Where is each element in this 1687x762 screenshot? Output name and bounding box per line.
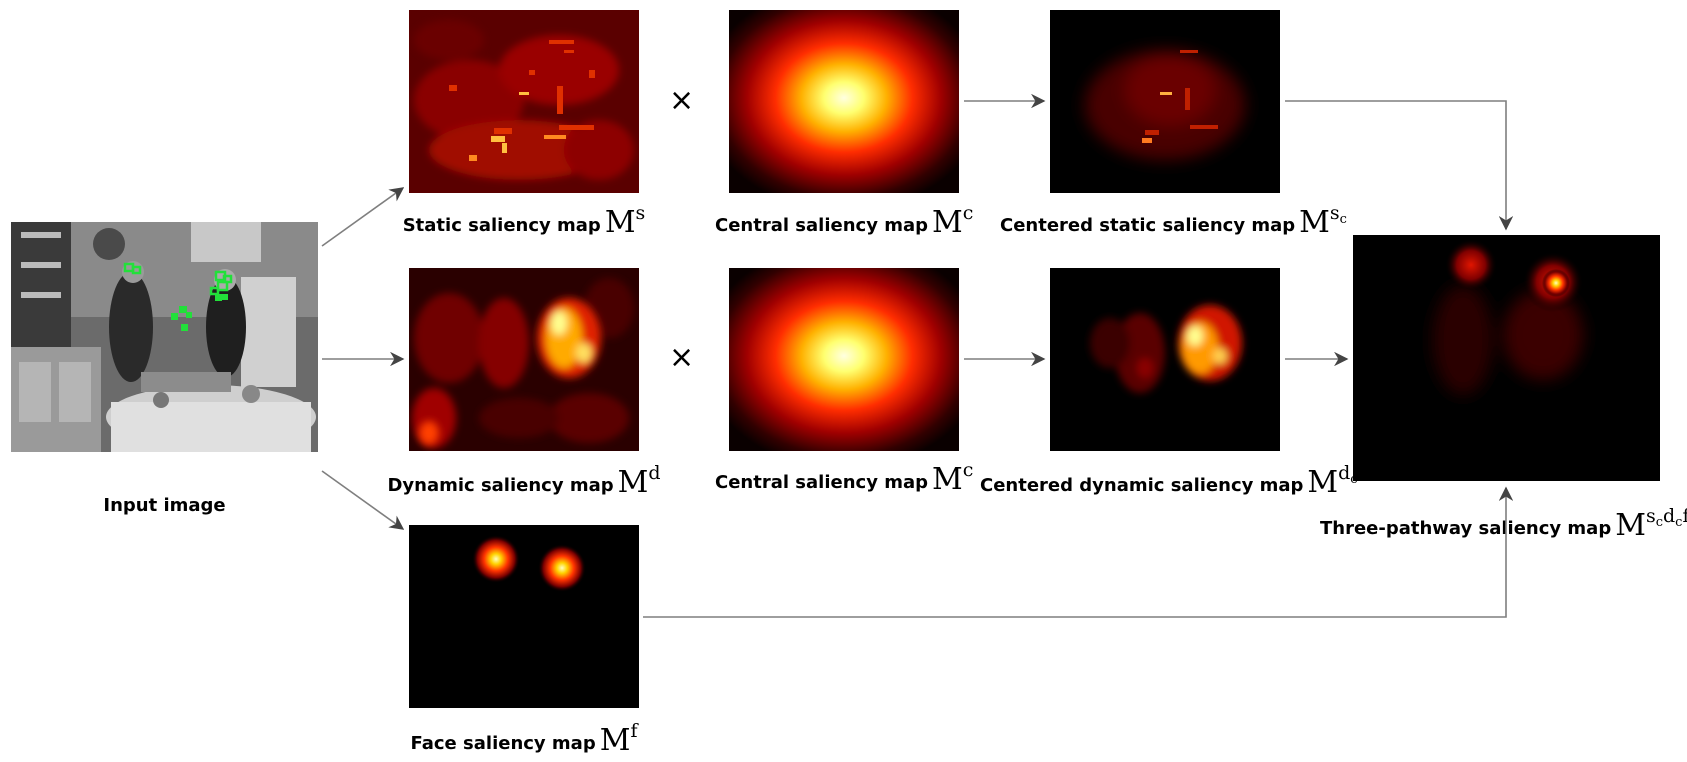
input-image-caption: Input image [11,495,318,516]
input-image [11,222,318,452]
central-saliency-map-middle [729,268,959,451]
centered-dynamic-saliency-map [1050,268,1280,451]
input-image-label: Input image [103,495,226,516]
three-pathway-label: Three-pathway saliency map [1320,518,1612,539]
arrow-input-to-static [321,187,405,247]
face-saliency-caption: Face saliency map Mf [400,720,648,759]
arrow-face-to-three-pathway [643,486,1514,618]
three-pathway-saliency-map [1353,235,1660,481]
arrow-centered-static-to-three-pathway [1285,100,1514,231]
central-saliency-label-middle: Central saliency map [715,472,928,493]
central-saliency-map-top [729,10,959,193]
face-saliency-label: Face saliency map [410,733,596,754]
static-saliency-label: Static saliency map [402,215,601,236]
three-pathway-caption: Three-pathway saliency map Mscdcf [1320,505,1687,544]
central-saliency-caption-top: Central saliency map Mc [715,202,974,241]
static-saliency-symbol: Ms [604,202,646,241]
dynamic-saliency-caption: Dynamic saliency map Md [385,462,663,501]
dynamic-saliency-map [409,268,639,451]
centered-dynamic-caption: Centered dynamic saliency mapMdc [980,464,1358,501]
face-saliency-symbol: Mf [599,720,638,759]
central-saliency-symbol-top: Mc [931,202,974,241]
central-saliency-caption-middle: Central saliency map Mc [715,459,974,498]
centered-dynamic-symbol: Mdc [1307,462,1357,501]
three-pathway-symbol: Mscdcf [1615,505,1687,544]
centered-dynamic-label: Centered dynamic saliency map [980,475,1304,496]
multiply-symbol-middle: × [669,340,695,375]
static-saliency-caption: Static saliency map Ms [400,202,648,241]
arrow-input-to-face [321,470,405,530]
dynamic-saliency-symbol: Md [617,462,661,501]
central-saliency-symbol-middle: Mc [931,459,974,498]
centered-static-caption: Centered static saliency map Msc [1000,204,1347,241]
multiply-symbol-top: × [669,83,695,118]
face-saliency-map [409,525,639,708]
centered-static-label: Centered static saliency map [1000,215,1296,236]
static-saliency-map [409,10,639,193]
centered-static-symbol: Msc [1299,202,1347,241]
dynamic-saliency-label: Dynamic saliency map [387,475,614,496]
central-saliency-label-top: Central saliency map [715,215,928,236]
centered-static-saliency-map [1050,10,1280,193]
